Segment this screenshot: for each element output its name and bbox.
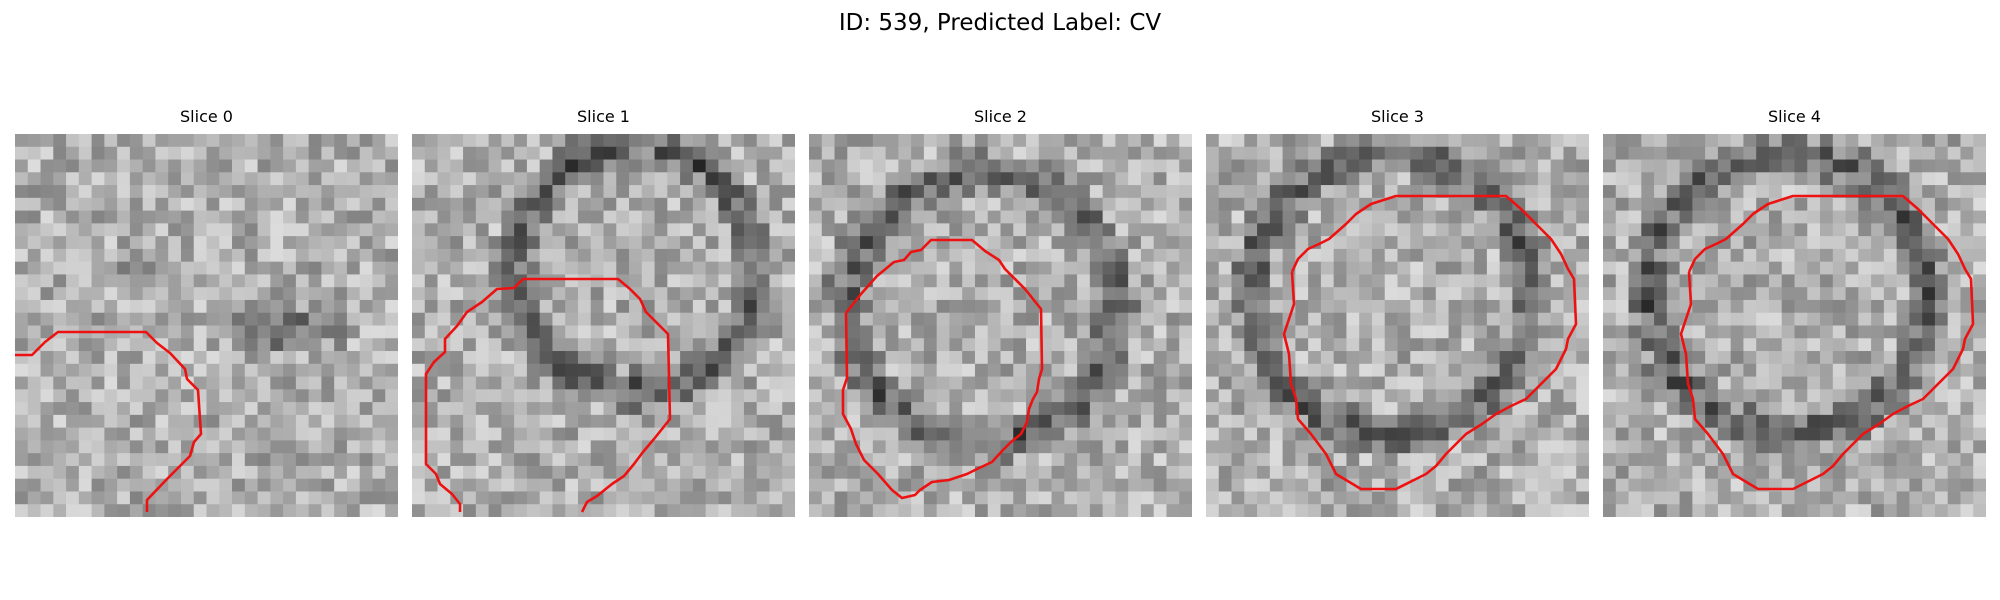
slice-image-3: [1206, 134, 1589, 517]
slice-panel-1: Slice 1: [412, 106, 795, 526]
slice-panel-2: Slice 2: [809, 106, 1192, 526]
pixel-grid: [1603, 134, 1986, 517]
slice-panel-4: Slice 4: [1603, 106, 1986, 526]
slice-image-2: [809, 134, 1192, 517]
figure-title: ID: 539, Predicted Label: CV: [838, 10, 1162, 36]
slice-panel-3: Slice 3: [1206, 106, 1589, 526]
pixel-grid: [809, 134, 1192, 517]
segmentation-contour: [1282, 194, 1578, 491]
segmentation-contour: [15, 330, 203, 512]
slice-title: Slice 4: [1768, 107, 1821, 126]
segmentation-contour: [1679, 194, 1975, 491]
slice-title: Slice 2: [974, 107, 1027, 126]
pixel-grid: [1206, 134, 1589, 517]
pixel-grid: [412, 134, 795, 517]
slice-panel-0: Slice 0: [15, 106, 398, 526]
slice-image-0: [15, 134, 398, 517]
slice-title: Slice 0: [180, 107, 233, 126]
slice-image-4: [1603, 134, 1986, 517]
segmentation-contour: [841, 238, 1044, 500]
slice-title: Slice 3: [1371, 107, 1424, 126]
segmentation-contour: [424, 277, 672, 513]
pixel-grid: [15, 134, 398, 517]
slice-title: Slice 1: [577, 107, 630, 126]
slice-image-1: [412, 134, 795, 517]
